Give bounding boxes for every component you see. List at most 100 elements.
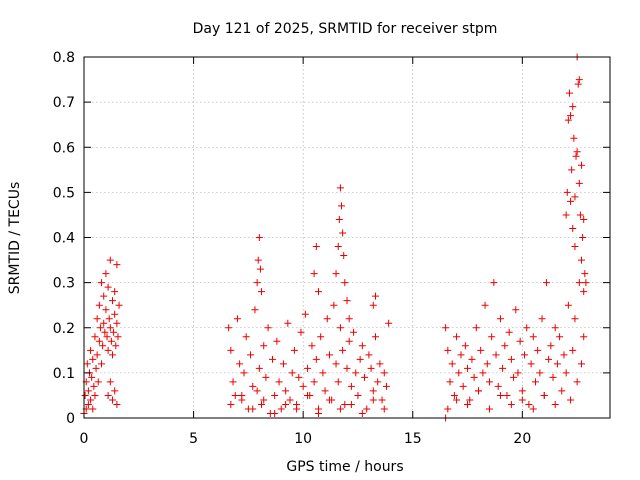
data-point bbox=[90, 382, 98, 390]
data-point bbox=[378, 396, 386, 404]
data-point bbox=[113, 261, 121, 269]
y-tick-label: 0.7 bbox=[53, 95, 75, 111]
y-axis-label: SRMTID / TECUs bbox=[7, 182, 23, 295]
data-point bbox=[358, 342, 366, 350]
data-point bbox=[277, 405, 285, 413]
data-point bbox=[496, 391, 504, 399]
data-point bbox=[258, 288, 266, 296]
data-point bbox=[567, 112, 575, 120]
data-point bbox=[101, 328, 109, 336]
data-point bbox=[464, 400, 472, 408]
data-point bbox=[247, 351, 255, 359]
data-point bbox=[335, 215, 343, 223]
data-point bbox=[470, 373, 478, 381]
data-point bbox=[468, 355, 476, 363]
data-point bbox=[455, 369, 463, 377]
data-point bbox=[260, 342, 268, 350]
data-point bbox=[529, 405, 537, 413]
data-point bbox=[472, 324, 480, 332]
data-point bbox=[551, 400, 559, 408]
data-point bbox=[343, 297, 351, 305]
data-point bbox=[369, 387, 377, 395]
data-point bbox=[507, 400, 515, 408]
data-point bbox=[111, 288, 119, 296]
data-point bbox=[339, 229, 347, 237]
data-point bbox=[315, 288, 323, 296]
data-point bbox=[516, 337, 524, 345]
data-point bbox=[106, 256, 114, 264]
data-point bbox=[312, 355, 320, 363]
data-point bbox=[518, 387, 526, 395]
data-point bbox=[531, 378, 539, 386]
data-point bbox=[581, 270, 589, 278]
data-point bbox=[273, 337, 281, 345]
data-point bbox=[92, 364, 100, 372]
data-point bbox=[573, 148, 581, 156]
data-point bbox=[540, 391, 548, 399]
data-point bbox=[564, 301, 572, 309]
data-point bbox=[332, 270, 340, 278]
x-tick-label: 5 bbox=[189, 431, 198, 447]
y-tick-labels: 0 0.1 0.2 0.3 0.4 0.5 0.6 0.7 0.8 bbox=[53, 50, 75, 427]
data-point bbox=[347, 382, 355, 390]
x-tick-label: 15 bbox=[404, 431, 422, 447]
data-point bbox=[343, 364, 351, 372]
data-point bbox=[102, 306, 110, 314]
data-point bbox=[310, 378, 318, 386]
data-point bbox=[336, 405, 344, 413]
data-point bbox=[574, 80, 582, 88]
data-point bbox=[461, 342, 469, 350]
data-point bbox=[345, 337, 353, 345]
data-point bbox=[104, 391, 112, 399]
data-point bbox=[91, 391, 99, 399]
data-point bbox=[549, 373, 557, 381]
data-point bbox=[477, 346, 485, 354]
data-point bbox=[255, 234, 263, 241]
data-point bbox=[288, 369, 296, 377]
data-point bbox=[279, 360, 287, 368]
data-point bbox=[507, 355, 515, 363]
data-point bbox=[98, 360, 106, 368]
data-point bbox=[499, 364, 507, 372]
y-tick-label: 0.6 bbox=[53, 140, 75, 156]
data-point bbox=[260, 396, 268, 404]
data-point bbox=[240, 369, 248, 377]
data-point bbox=[104, 283, 112, 291]
data-point bbox=[113, 400, 121, 408]
data-point bbox=[104, 346, 112, 354]
data-point bbox=[299, 382, 307, 390]
data-point bbox=[89, 355, 97, 363]
data-point bbox=[562, 211, 570, 219]
data-point bbox=[545, 355, 553, 363]
data-point bbox=[501, 342, 509, 350]
data-point bbox=[578, 161, 586, 169]
data-point bbox=[110, 328, 118, 336]
data-point bbox=[564, 116, 572, 124]
data-point bbox=[233, 315, 241, 323]
data-point bbox=[330, 301, 338, 309]
data-point bbox=[376, 360, 384, 368]
data-point bbox=[371, 292, 379, 300]
data-point bbox=[336, 184, 344, 192]
data-point bbox=[560, 351, 568, 359]
data-point bbox=[256, 265, 264, 273]
y-tick-label: 0.3 bbox=[53, 276, 75, 292]
data-point bbox=[99, 342, 107, 350]
y-tick-label: 0.8 bbox=[53, 50, 75, 66]
data-point bbox=[84, 400, 92, 408]
data-point bbox=[258, 400, 266, 408]
data-point bbox=[94, 378, 102, 386]
data-point bbox=[492, 351, 500, 359]
data-point bbox=[107, 337, 115, 345]
x-tick-label: 10 bbox=[294, 431, 312, 447]
data-point bbox=[95, 337, 103, 345]
data-point bbox=[304, 364, 312, 372]
data-point bbox=[580, 288, 588, 296]
data-point bbox=[96, 324, 104, 332]
data-point bbox=[106, 378, 114, 386]
data-point bbox=[95, 301, 103, 309]
data-point bbox=[304, 391, 312, 399]
data-point bbox=[369, 396, 377, 404]
data-point bbox=[450, 391, 458, 399]
